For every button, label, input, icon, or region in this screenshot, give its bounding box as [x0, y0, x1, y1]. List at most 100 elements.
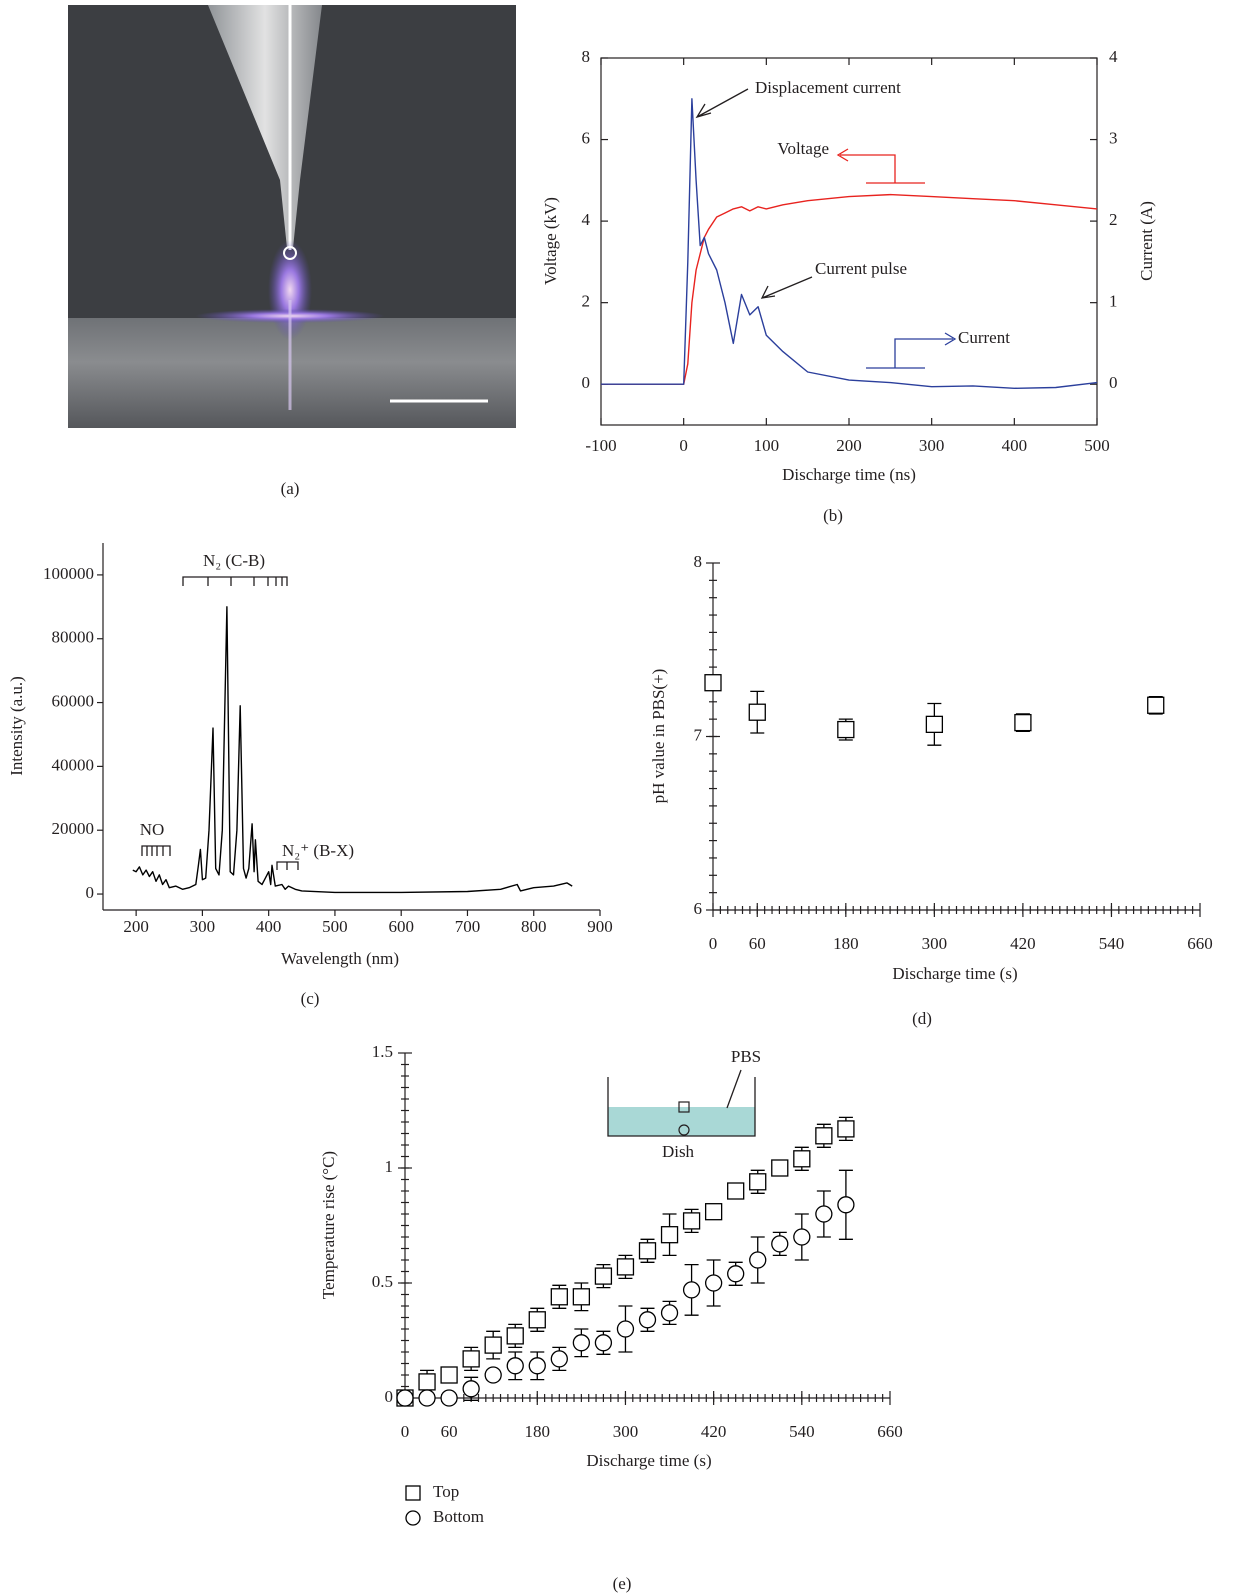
- annotation: Displacement current: [755, 78, 901, 97]
- caption: (e): [613, 1574, 632, 1593]
- arrow: [866, 332, 957, 369]
- y-tick-label: 2: [582, 292, 591, 311]
- arrow: [836, 148, 925, 184]
- y-axis-label: Voltage (kV): [541, 197, 560, 285]
- legend-label: Top: [433, 1482, 459, 1501]
- x-tick-label: 180: [833, 934, 859, 953]
- marker: [594, 1267, 613, 1285]
- inset-marker: [678, 1124, 690, 1136]
- x-tick-label: 400: [1002, 436, 1028, 455]
- y-tick-label: 0.5: [372, 1272, 393, 1291]
- annotation: Current pulse: [815, 259, 907, 278]
- x-tick-label: 800: [521, 917, 547, 936]
- y-axis-label: Temperature rise (°C): [319, 1151, 338, 1299]
- annotation: N₂⁺ (B-X): [282, 841, 354, 860]
- x-axis-label: Discharge time (ns): [782, 465, 916, 484]
- annotation: Current: [958, 328, 1010, 347]
- x-tick-label: 300: [922, 934, 948, 953]
- inset-dish: [607, 1077, 756, 1137]
- arrow: [760, 276, 813, 299]
- annotation: PBS: [731, 1047, 761, 1066]
- bracket: [141, 845, 171, 856]
- marker: [572, 1334, 591, 1352]
- marker: [550, 1350, 568, 1368]
- marker: [506, 1357, 524, 1375]
- marker: [572, 1288, 591, 1306]
- y-tick-label: 1: [385, 1157, 394, 1176]
- marker: [815, 1127, 833, 1145]
- marker: [727, 1265, 745, 1283]
- marker: [749, 1251, 767, 1269]
- marker: [837, 1120, 855, 1138]
- y-tick-label: 6: [694, 899, 703, 918]
- caption: (c): [301, 989, 320, 1008]
- x-tick-label: 400: [256, 917, 282, 936]
- y-tick-label: 7: [694, 725, 703, 744]
- legend-marker: [405, 1485, 421, 1501]
- inset-marker: [678, 1101, 690, 1113]
- marker: [462, 1350, 480, 1368]
- marker: [771, 1235, 789, 1253]
- data-line: [601, 193, 1098, 385]
- x-tick-label: 500: [1084, 436, 1110, 455]
- x-tick-label: 300: [613, 1422, 639, 1441]
- caption: (a): [281, 479, 300, 498]
- y-tick-label: 0: [582, 373, 591, 392]
- plot-frame: [600, 57, 1098, 426]
- marker: [616, 1258, 635, 1276]
- data-line: [601, 98, 1098, 389]
- marker: [815, 1205, 833, 1223]
- marker: [638, 1311, 657, 1329]
- inset-liquid: [608, 1107, 755, 1136]
- marker: [925, 715, 944, 734]
- x-tick-label: 0: [679, 436, 688, 455]
- annotation: NO: [140, 820, 165, 839]
- caption: (d): [912, 1009, 932, 1028]
- x-axis-label: Wavelength (nm): [281, 949, 399, 968]
- marker: [748, 703, 766, 721]
- marker: [793, 1150, 811, 1168]
- y2-tick-label: 2: [1109, 210, 1118, 229]
- x-tick-label: 60: [749, 934, 766, 953]
- y-tick-label: 60000: [52, 691, 95, 710]
- x-tick-label: 60: [441, 1422, 458, 1441]
- y2-tick-label: 3: [1109, 128, 1118, 147]
- marker: [440, 1389, 458, 1407]
- y-tick-label: 6: [582, 128, 591, 147]
- marker: [1147, 696, 1165, 714]
- marker: [418, 1373, 436, 1391]
- marker: [506, 1327, 524, 1345]
- marker: [793, 1228, 811, 1246]
- marker: [749, 1173, 767, 1191]
- marker: [682, 1212, 701, 1230]
- x-tick-label: 100: [754, 436, 780, 455]
- x-tick-label: 600: [388, 917, 414, 936]
- legend-label: Bottom: [433, 1507, 484, 1526]
- marker: [528, 1311, 546, 1329]
- x-axis-label: Discharge time (s): [892, 964, 1017, 983]
- arrow: [695, 88, 749, 119]
- y-tick-label: 8: [582, 47, 591, 66]
- marker: [528, 1357, 546, 1375]
- y2-tick-label: 1: [1109, 292, 1118, 311]
- x-axis-label: Discharge time (s): [586, 1451, 711, 1470]
- annotation: Voltage: [777, 139, 829, 158]
- marker: [682, 1281, 701, 1299]
- bracket: [182, 576, 288, 586]
- annotation: N₂ (C-B): [203, 551, 265, 570]
- y-tick-label: 40000: [52, 755, 95, 774]
- marker: [660, 1304, 679, 1322]
- x-tick-label: 0: [709, 934, 718, 953]
- x-tick-label: 0: [401, 1422, 410, 1441]
- y2-axis-label: Current (A): [1137, 201, 1156, 281]
- caption: (b): [823, 506, 843, 525]
- x-tick-label: 540: [1099, 934, 1125, 953]
- marker: [1014, 713, 1032, 732]
- y-tick-label: 4: [582, 210, 591, 229]
- marker: [837, 720, 855, 739]
- marker: [727, 1182, 745, 1200]
- x-tick-label: 200: [836, 436, 862, 455]
- x-tick-label: 420: [1010, 934, 1036, 953]
- x-tick-label: 700: [455, 917, 481, 936]
